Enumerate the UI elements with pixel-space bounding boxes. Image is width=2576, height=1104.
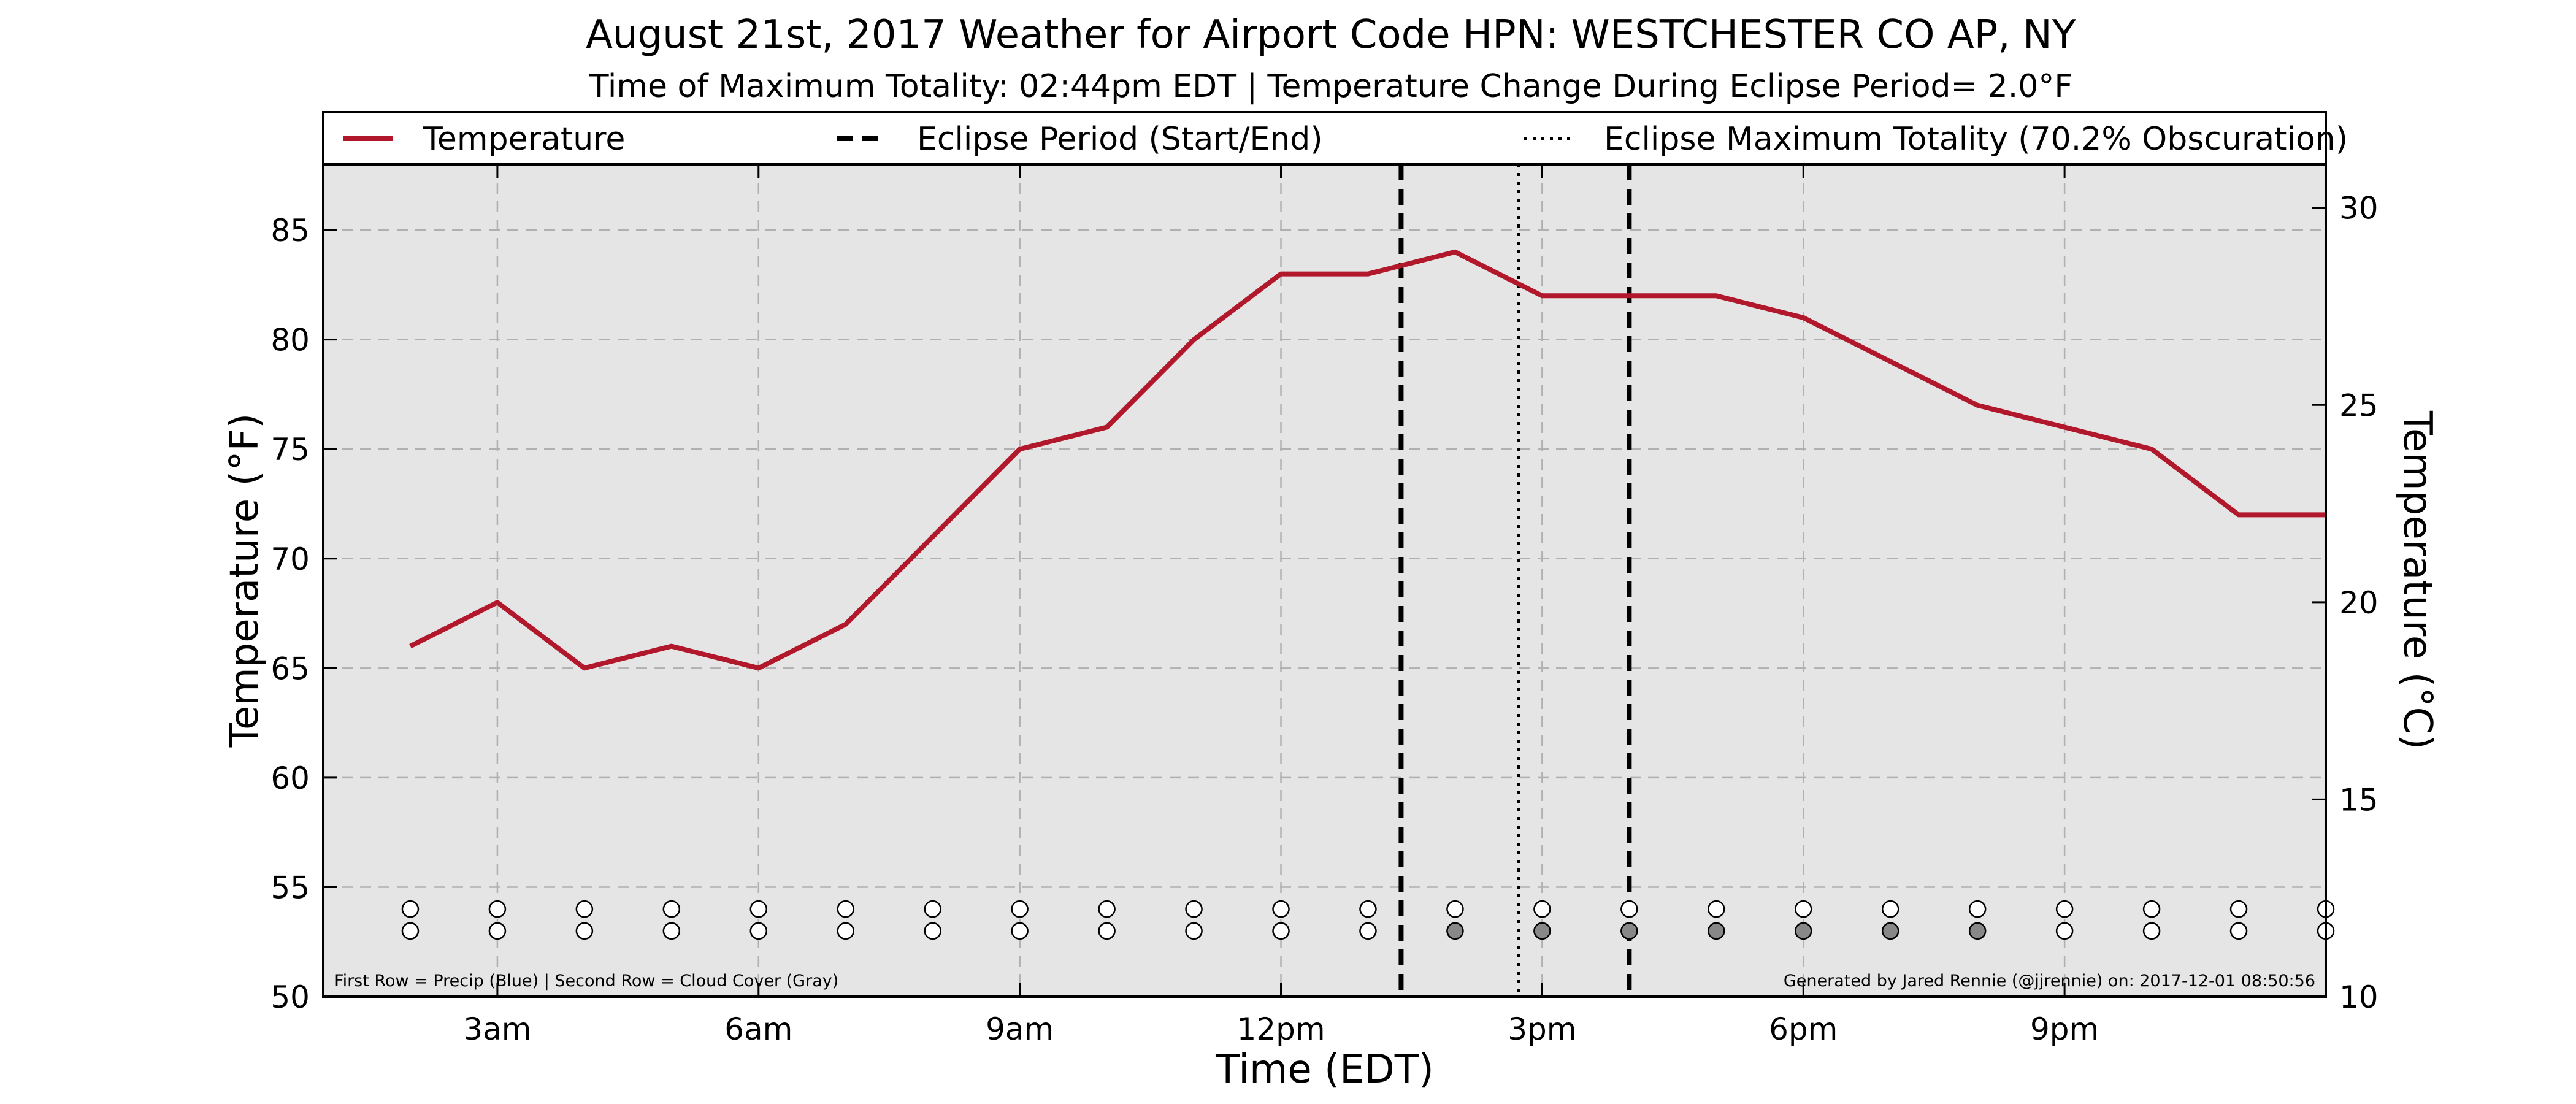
cloud-cover-marker (1446, 922, 1464, 940)
precip-marker (1272, 900, 1290, 918)
cloud-cover-marker (1533, 922, 1551, 940)
plot-area (323, 164, 2326, 997)
y-tick-label: 55 (270, 870, 310, 905)
legend-label: Temperature (423, 121, 625, 158)
chart-subtitle: Time of Maximum Totality: 02:44pm EDT | … (589, 68, 2072, 105)
cloud-cover-marker (1708, 922, 1725, 940)
cloud-cover-marker (488, 922, 507, 940)
y-axis-left: 50 55 60 65 70 75 80 85 (270, 213, 337, 1015)
x-tick-label: 3am (463, 1011, 531, 1047)
precip-marker (575, 900, 594, 918)
y-right-tick-label: 10 (2339, 979, 2379, 1015)
cloud-cover-marker (1881, 922, 1899, 940)
cloud-cover-marker (2055, 922, 2074, 940)
precip-marker (2142, 900, 2161, 918)
legend-label: Eclipse Maximum Totality (70.2% Obscurat… (1604, 121, 2348, 158)
y-right-tick-label: 15 (2339, 782, 2379, 818)
x-axis-label: Time (EDT) (1215, 1047, 1434, 1092)
y-right-tick-label: 25 (2339, 388, 2379, 423)
precip-marker (401, 900, 420, 918)
precip-marker (488, 900, 507, 918)
cloud-cover-marker (924, 922, 941, 940)
precip-marker (1185, 900, 1203, 918)
y-right-tick-label: 30 (2339, 191, 2379, 226)
precip-marker (2055, 900, 2074, 918)
precip-marker (1098, 900, 1116, 918)
chart-title: August 21st, 2017 Weather for Airport Co… (586, 12, 2077, 58)
y-tick-label: 80 (270, 323, 310, 358)
precip-marker (662, 900, 681, 918)
y-tick-label: 70 (270, 542, 310, 577)
cloud-cover-marker (2142, 922, 2161, 940)
x-tick-label: 6pm (1769, 1011, 1838, 1047)
precip-marker (2229, 900, 2248, 918)
y-tick-label: 75 (270, 432, 310, 467)
precip-marker (1968, 900, 1987, 918)
cloud-cover-marker (1272, 922, 1290, 940)
note-right: Generated by Jared Rennie (@jjrennie) on… (1784, 972, 2315, 991)
legend-box (322, 111, 2327, 166)
y-right-tick-label: 20 (2339, 585, 2379, 621)
x-tick-label: 6am (724, 1011, 792, 1047)
cloud-cover-marker (749, 922, 768, 940)
y-axis-right: 10 15 20 25 30 (2312, 191, 2379, 1015)
precip-marker (749, 900, 768, 918)
precip-marker (1620, 900, 1638, 918)
cloud-cover-marker (1359, 922, 1377, 940)
precip-marker (1795, 900, 1812, 918)
y-tick-label: 65 (270, 651, 310, 686)
precip-marker (1881, 900, 1899, 918)
cloud-cover-marker (837, 922, 854, 940)
plot-frame (322, 163, 2327, 998)
legend-label: Eclipse Period (Start/End) (917, 121, 1323, 158)
cloud-cover-marker (1968, 922, 1987, 940)
x-tick-label: 9am (986, 1011, 1054, 1047)
cloud-cover-marker (401, 922, 420, 940)
y-axis-label-right: Temperature (°C) (2394, 410, 2440, 749)
cloud-cover-marker (1098, 922, 1116, 940)
precip-marker (924, 900, 941, 918)
x-tick-label: 12pm (1236, 1011, 1325, 1047)
precip-marker (1708, 900, 1725, 918)
eclipse-lines (1398, 164, 1632, 997)
precip-marker (837, 900, 854, 918)
precip-marker (1446, 900, 1464, 918)
cloud-cover-marker (1011, 922, 1029, 940)
x-tick-label: 9pm (2030, 1011, 2099, 1047)
x-axis: 3am 6am 9am 12pm 3pm 6pm 9pm (463, 164, 2099, 1047)
cloud-cover-marker (575, 922, 594, 940)
cloud-cover-marker (662, 922, 681, 940)
precip-marker (1533, 900, 1551, 918)
x-tick-label: 3pm (1508, 1011, 1576, 1047)
y-tick-label: 60 (270, 761, 310, 796)
cloud-cover-marker (2229, 922, 2248, 940)
y-tick-label: 85 (270, 213, 310, 248)
cloud-cover-marker (1185, 922, 1203, 940)
legend: Temperature Eclipse Period (Start/End) Ecl… (343, 121, 2348, 158)
cloud-cover-marker (1620, 922, 1638, 940)
grid-lines (323, 164, 2326, 997)
note-left: First Row = Precip (Blue) | Second Row =… (334, 972, 838, 991)
y-tick-label: 50 (270, 979, 310, 1015)
cloud-cover-marker (1795, 922, 1812, 940)
precip-marker (1359, 900, 1377, 918)
temperature-series (409, 249, 2326, 671)
precip-marker (1011, 900, 1029, 918)
y-axis-label-left: Temperature (°F) (222, 413, 267, 748)
